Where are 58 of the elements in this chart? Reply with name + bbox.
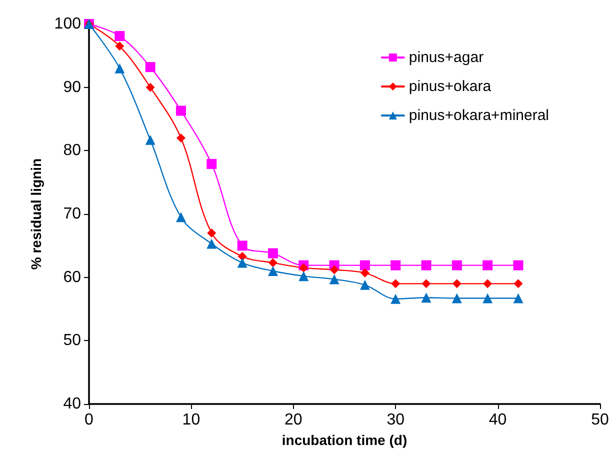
point — [237, 240, 248, 251]
y-tick-label: 70 — [63, 206, 82, 222]
y-tick-label: 40 — [63, 396, 82, 412]
point — [146, 82, 155, 92]
x-tick-label: 20 — [284, 412, 302, 428]
y-axis-title: % residual lignin — [28, 158, 44, 270]
point — [452, 293, 462, 304]
point — [452, 279, 462, 288]
y-tick-label: 100 — [54, 16, 82, 32]
x-tick-label: 50 — [591, 412, 609, 428]
x-tick-label: 10 — [182, 412, 200, 428]
point — [268, 266, 278, 276]
x-tick-label: 0 — [84, 412, 94, 428]
point — [360, 260, 370, 270]
point — [513, 293, 524, 304]
point — [390, 294, 401, 304]
point — [145, 62, 156, 72]
point — [176, 212, 186, 222]
point — [298, 271, 309, 282]
point — [483, 279, 492, 288]
point — [482, 260, 493, 270]
point — [115, 42, 124, 51]
point — [330, 265, 339, 274]
point — [329, 274, 340, 284]
point — [452, 260, 462, 270]
point — [206, 238, 217, 249]
point — [360, 268, 370, 278]
point — [145, 134, 156, 145]
point — [238, 252, 247, 261]
point — [176, 134, 186, 142]
point — [421, 260, 432, 270]
point — [514, 279, 523, 288]
legend-label: pinus+okara — [408, 78, 492, 95]
point — [114, 63, 125, 74]
point — [422, 279, 431, 288]
point — [207, 228, 216, 238]
point — [390, 260, 401, 270]
point — [360, 280, 370, 290]
point — [391, 279, 400, 288]
y-tick-label: 50 — [63, 332, 82, 350]
point — [114, 31, 125, 42]
y-tick-label: 80 — [63, 142, 82, 160]
point — [268, 248, 278, 258]
point — [237, 258, 248, 268]
y-tick-label: 60 — [63, 268, 82, 286]
y-tick-label: 90 — [63, 78, 82, 96]
x-tick-label: 40 — [488, 412, 507, 428]
legend-label: pinus+okara+mineral — [408, 107, 550, 124]
point — [176, 106, 186, 116]
x-axis-title: incubation time (d) — [282, 432, 408, 448]
point — [421, 292, 432, 303]
point — [482, 293, 493, 304]
legend-label: pinus+agar — [408, 49, 484, 66]
x-tick-label: 30 — [386, 412, 405, 428]
point — [206, 158, 217, 169]
point — [299, 263, 308, 272]
point — [513, 260, 524, 270]
point — [268, 258, 278, 268]
